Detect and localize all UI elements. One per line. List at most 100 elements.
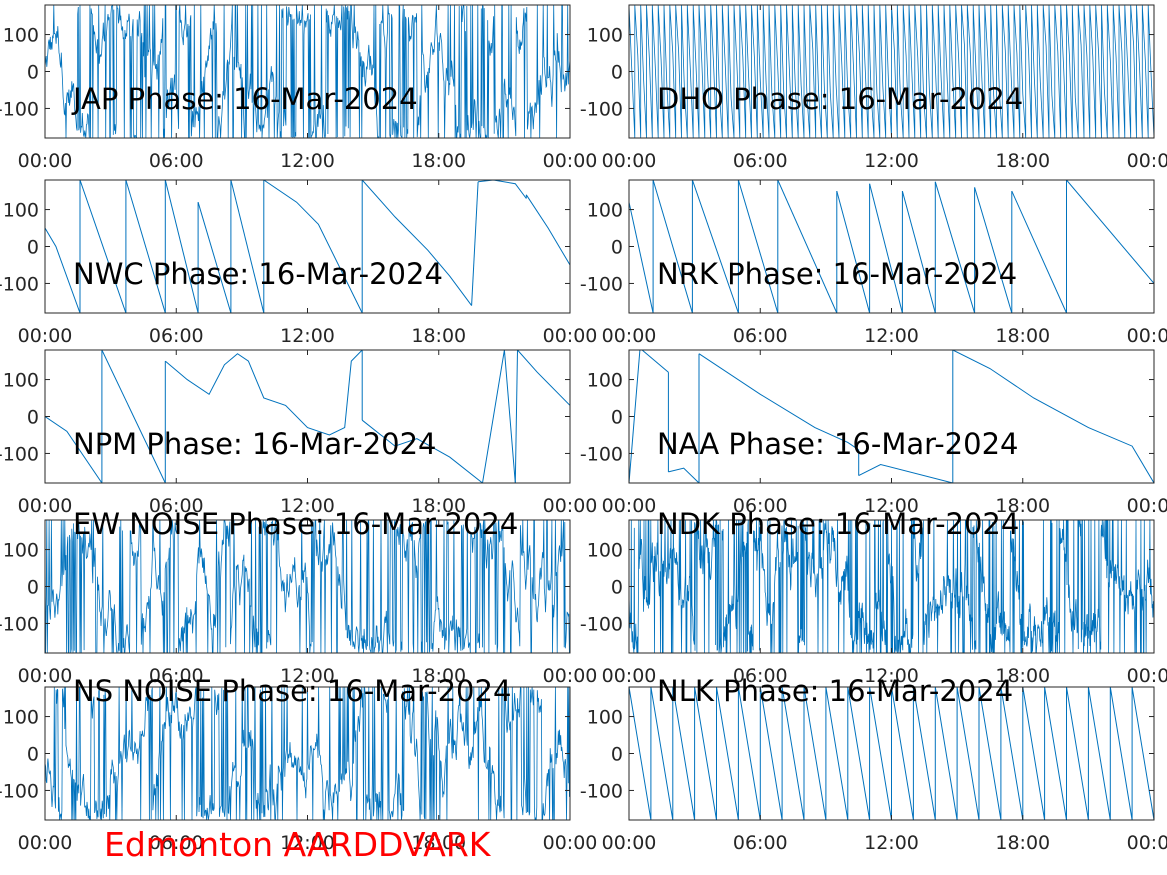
station-label: Edmonton AARDDVARK	[104, 825, 491, 864]
x-tick-label: 18:00	[411, 832, 466, 854]
y-tick-label: 0	[27, 407, 39, 429]
phase-wrap-line	[471, 181, 479, 306]
phase-line-segment	[1066, 180, 1154, 284]
subplot: 100 0 -100 00:00 06:00 12:00 18:00 00:00 NAA Pha…	[580, 349, 1167, 517]
x-tick-label: 00:00	[1127, 150, 1167, 172]
axes-box	[628, 179, 1155, 314]
phase-line-segment	[164, 350, 363, 436]
x-tick-label: 00:00	[602, 150, 657, 172]
subplot-title: DHO Phase: 16-Mar-2024	[657, 82, 1023, 116]
phase-line	[629, 520, 1154, 653]
x-tick-label: 00:00	[18, 665, 73, 687]
y-tick-label: 100	[587, 25, 623, 47]
phase-line	[45, 5, 570, 138]
axes-box	[44, 179, 571, 314]
x-tick-label: 00:00	[18, 150, 73, 172]
phase-line-segment	[737, 180, 779, 313]
x-tick-label: 18:00	[995, 495, 1050, 517]
x-tick-label: 00:00	[543, 832, 598, 854]
phase-series	[45, 520, 570, 653]
x-tick-label: 18:00	[995, 832, 1050, 854]
y-tick-label: 0	[611, 744, 623, 766]
subplot: 100 0 -100 00:00 06:00 12:00 18:00 00:00 EW NOIS…	[0, 507, 597, 687]
y-tick-label: -100	[580, 780, 623, 802]
phase-line-segment	[478, 180, 527, 199]
y-tick-label: 0	[611, 62, 623, 84]
y-tick-label: 100	[3, 370, 39, 392]
x-tick-label: 06:00	[733, 325, 788, 347]
x-tick-label: 00:00	[602, 495, 657, 517]
x-tick-label: 00:00	[1127, 665, 1167, 687]
phase-line-segment	[836, 190, 871, 313]
phase-line	[45, 520, 570, 653]
phase-series	[45, 687, 570, 820]
phase-line-segment	[263, 180, 363, 313]
phase-line-segment	[45, 416, 103, 483]
y-tick-label: 100	[3, 25, 39, 47]
y-tick-label: -100	[0, 613, 39, 635]
y-tick-label: 100	[587, 370, 623, 392]
phase-line-segment	[482, 350, 516, 483]
phase-line-segment	[361, 180, 473, 306]
x-tick-label: 18:00	[995, 325, 1050, 347]
phase-line-segment	[668, 467, 700, 483]
y-tick-label: 0	[27, 237, 39, 259]
phase-line-segment	[45, 227, 81, 313]
subplot-title: NS NOISE Phase: 16-Mar-2024	[73, 674, 511, 708]
phase-line-segment	[517, 350, 570, 406]
subplot: 100 0 -100 00:00 06:00 12:00 18:00 00:00 NLK Pha…	[580, 674, 1167, 854]
x-tick-label: 18:00	[411, 665, 466, 687]
x-tick-label: 06:00	[149, 495, 204, 517]
phase-line-segment	[858, 463, 953, 483]
x-tick-label: 06:00	[733, 495, 788, 517]
phase-series	[629, 5, 1154, 138]
y-tick-label: 0	[27, 744, 39, 766]
x-tick-label: 06:00	[733, 150, 788, 172]
x-tick-label: 12:00	[864, 150, 919, 172]
x-tick-label: 06:00	[149, 150, 204, 172]
subplot: 100 0 -100 00:00 06:00 12:00 18:00 00:00 NRK Pha…	[580, 179, 1167, 347]
x-tick-label: 12:00	[280, 325, 335, 347]
y-tick-label: 0	[27, 577, 39, 599]
phase-line-segment	[869, 183, 903, 313]
phase-line-segment	[525, 194, 570, 266]
x-tick-label: 06:00	[149, 665, 204, 687]
phase-line	[629, 687, 1154, 820]
phase-line-segment	[901, 190, 936, 313]
x-tick-label: 06:00	[733, 832, 788, 854]
y-tick-label: 0	[27, 62, 39, 84]
subplot-title: EW NOISE Phase: 16-Mar-2024	[73, 507, 518, 541]
y-tick-label: 100	[3, 200, 39, 222]
phase-series	[45, 180, 570, 313]
x-tick-label: 00:00	[602, 832, 657, 854]
phase-series	[45, 5, 570, 138]
phase-line-segment	[974, 187, 1013, 313]
phase-line-segment	[952, 350, 1154, 483]
y-tick-label: -100	[580, 613, 623, 635]
phase-line-segment	[934, 181, 976, 313]
x-tick-label: 18:00	[411, 495, 466, 517]
y-tick-label: 100	[587, 707, 623, 729]
subplot-title: NLK Phase: 16-Mar-2024	[657, 674, 1013, 708]
phase-series	[629, 520, 1154, 653]
phase-line-segment	[777, 180, 838, 313]
phase-series	[629, 687, 1154, 820]
phase-line-segment	[164, 180, 199, 313]
x-tick-label: 12:00	[864, 325, 919, 347]
phase-line-segment	[1011, 190, 1067, 313]
x-tick-label: 18:00	[411, 325, 466, 347]
phase-line	[629, 5, 1154, 138]
y-tick-label: -100	[0, 443, 39, 465]
x-tick-label: 00:00	[543, 495, 598, 517]
y-tick-label: -100	[0, 780, 39, 802]
phase-line-segment	[101, 350, 166, 483]
x-tick-label: 00:00	[18, 832, 73, 854]
y-tick-label: 100	[3, 707, 39, 729]
subplot: 100 0 -100 00:00 06:00 12:00 18:00 00:00 JAP Pha…	[0, 4, 598, 172]
x-tick-label: 00:00	[543, 150, 598, 172]
axes-box	[44, 349, 571, 484]
phase-line-segment	[197, 202, 232, 313]
phase-line	[45, 687, 570, 820]
subplot: 100 0 -100 00:00 06:00 12:00 18:00 00:00 DHO Pha…	[580, 4, 1167, 172]
